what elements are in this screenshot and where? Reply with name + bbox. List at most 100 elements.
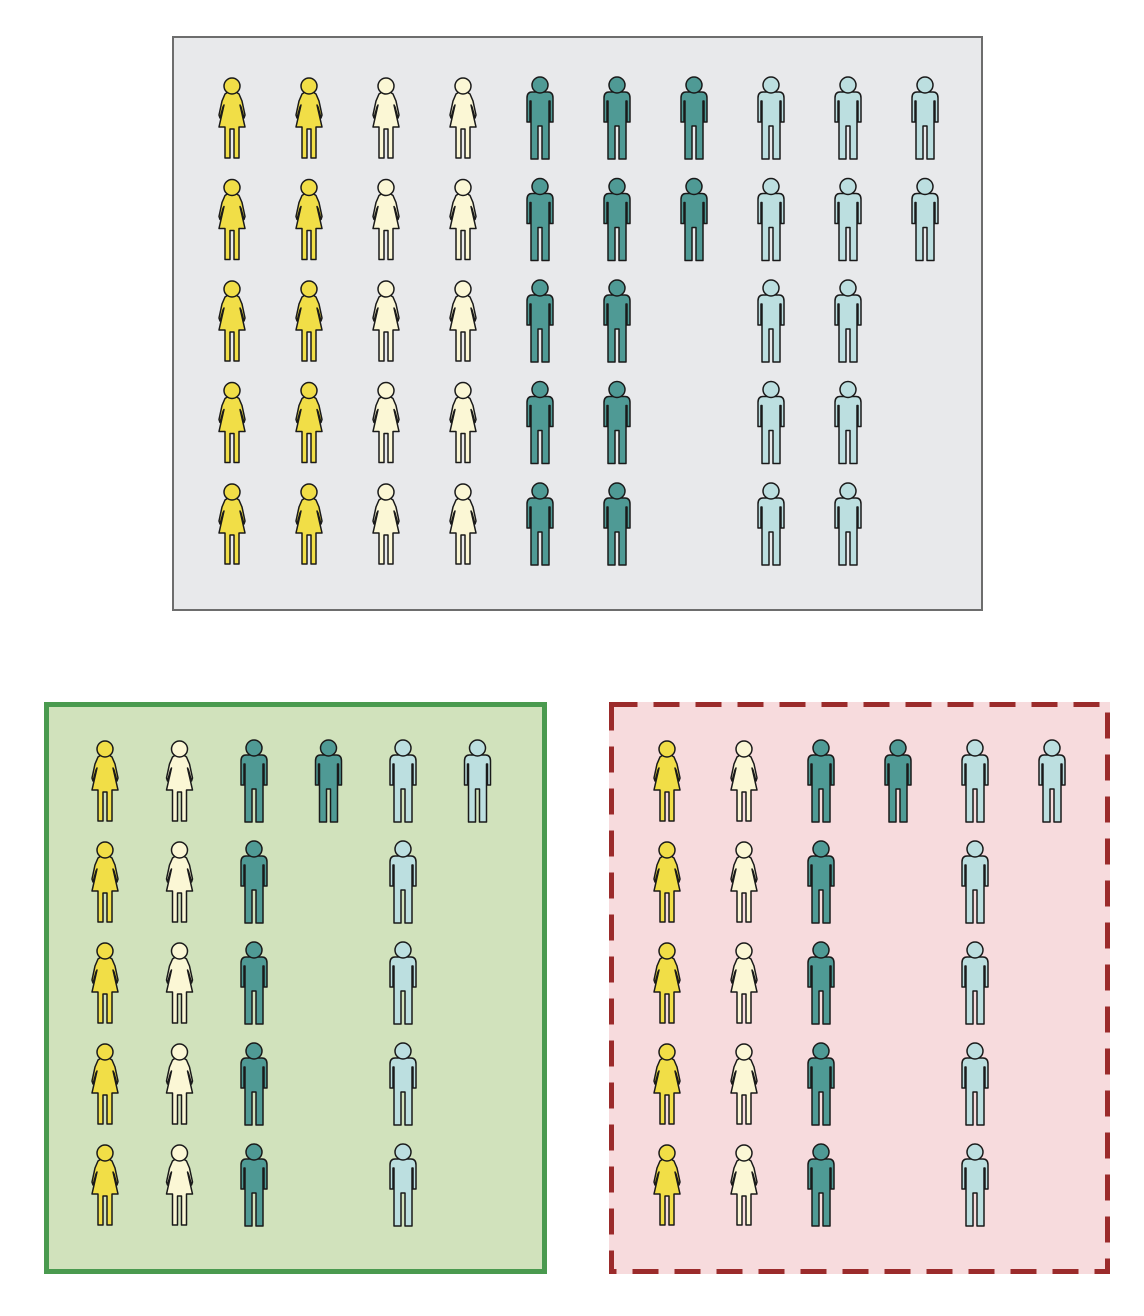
person-body bbox=[961, 855, 989, 924]
person-male-male-lightblue bbox=[757, 482, 785, 566]
person-body bbox=[961, 1057, 989, 1126]
person-body bbox=[218, 294, 246, 362]
person-head bbox=[839, 380, 857, 399]
person-head bbox=[916, 177, 934, 196]
person-head bbox=[454, 178, 472, 197]
person-female-female-cream bbox=[372, 178, 400, 261]
person-head bbox=[319, 739, 338, 757]
biased-sample-figures bbox=[653, 739, 1066, 1227]
person-head bbox=[245, 941, 263, 959]
person-head bbox=[454, 483, 472, 501]
person-head bbox=[685, 76, 703, 94]
person-head bbox=[300, 280, 318, 298]
person-head bbox=[454, 280, 472, 298]
person-head bbox=[608, 482, 626, 500]
person-female-female-gold bbox=[218, 77, 246, 159]
person-body bbox=[91, 956, 119, 1024]
person-female-female-gold bbox=[653, 942, 681, 1024]
person-head bbox=[223, 77, 241, 95]
person-body bbox=[240, 855, 268, 924]
person-female-female-cream bbox=[165, 740, 194, 822]
person-male-male-teal bbox=[240, 840, 268, 924]
person-female-female-cream bbox=[449, 178, 477, 261]
person-female-female-gold bbox=[218, 280, 246, 362]
person-head bbox=[170, 841, 189, 859]
person-female-female-cream bbox=[165, 841, 194, 923]
person-head bbox=[658, 740, 676, 758]
person-female-female-cream bbox=[449, 77, 477, 159]
person-head bbox=[468, 739, 487, 757]
person-head bbox=[658, 1043, 676, 1061]
person-female-female-cream bbox=[730, 1144, 758, 1226]
person-female-female-cream bbox=[730, 942, 758, 1024]
person-head bbox=[966, 1042, 984, 1060]
person-body bbox=[449, 294, 477, 362]
person-female-female-cream bbox=[449, 381, 477, 464]
person-male-male-teal bbox=[526, 279, 554, 363]
person-body bbox=[757, 497, 785, 566]
person-body bbox=[91, 754, 119, 822]
person-body bbox=[295, 192, 323, 261]
person-female-female-cream bbox=[730, 740, 758, 822]
person-head bbox=[531, 482, 549, 500]
person-body bbox=[218, 91, 246, 159]
person-body bbox=[730, 1158, 758, 1226]
person-body bbox=[240, 754, 268, 823]
person-male-male-teal bbox=[240, 1042, 268, 1126]
person-head bbox=[839, 279, 857, 297]
person-female-female-gold bbox=[295, 178, 323, 261]
person-male-male-lightblue bbox=[834, 279, 862, 363]
person-body bbox=[165, 956, 194, 1024]
person-head bbox=[916, 76, 934, 94]
person-head bbox=[608, 380, 626, 399]
person-male-male-lightblue bbox=[911, 177, 939, 262]
person-head bbox=[966, 840, 984, 858]
person-head bbox=[96, 1144, 114, 1162]
person-female-female-cream bbox=[449, 280, 477, 362]
person-body bbox=[218, 192, 246, 261]
person-male-male-teal bbox=[603, 76, 631, 160]
person-body bbox=[884, 754, 912, 823]
person-body bbox=[680, 91, 708, 160]
person-female-female-cream bbox=[730, 841, 758, 923]
person-male-male-teal bbox=[603, 279, 631, 363]
person-female-female-gold bbox=[295, 77, 323, 159]
person-body bbox=[834, 91, 862, 160]
person-body bbox=[240, 1057, 268, 1126]
person-head bbox=[377, 483, 395, 501]
person-male-male-lightblue bbox=[389, 1042, 417, 1126]
person-head bbox=[223, 381, 241, 400]
person-female-female-gold bbox=[91, 740, 119, 822]
person-male-male-teal bbox=[807, 1143, 835, 1227]
person-body bbox=[653, 956, 681, 1024]
person-head bbox=[223, 483, 241, 501]
person-female-female-cream bbox=[372, 381, 400, 464]
person-head bbox=[377, 77, 395, 95]
person-body bbox=[653, 1057, 681, 1125]
person-head bbox=[96, 942, 114, 960]
person-head bbox=[608, 177, 626, 196]
person-body bbox=[449, 395, 477, 464]
person-head bbox=[531, 279, 549, 297]
person-female-female-gold bbox=[218, 483, 246, 565]
person-body bbox=[218, 497, 246, 565]
person-head bbox=[762, 482, 780, 500]
person-head bbox=[735, 740, 753, 758]
person-head bbox=[394, 941, 412, 959]
person-male-male-teal bbox=[807, 840, 835, 924]
person-head bbox=[394, 840, 412, 858]
person-head bbox=[223, 280, 241, 298]
person-body bbox=[807, 1057, 835, 1126]
person-head bbox=[170, 740, 189, 758]
person-body bbox=[834, 294, 862, 363]
person-male-male-teal bbox=[807, 1042, 835, 1126]
person-female-female-cream bbox=[165, 942, 194, 1024]
person-male-male-lightblue bbox=[757, 177, 785, 262]
person-female-female-cream bbox=[165, 1043, 194, 1125]
person-head bbox=[658, 1144, 676, 1162]
person-body bbox=[730, 855, 758, 923]
person-male-male-teal bbox=[240, 739, 268, 823]
person-body bbox=[807, 1158, 835, 1227]
person-female-female-gold bbox=[91, 1043, 119, 1125]
person-male-male-lightblue bbox=[961, 739, 989, 823]
